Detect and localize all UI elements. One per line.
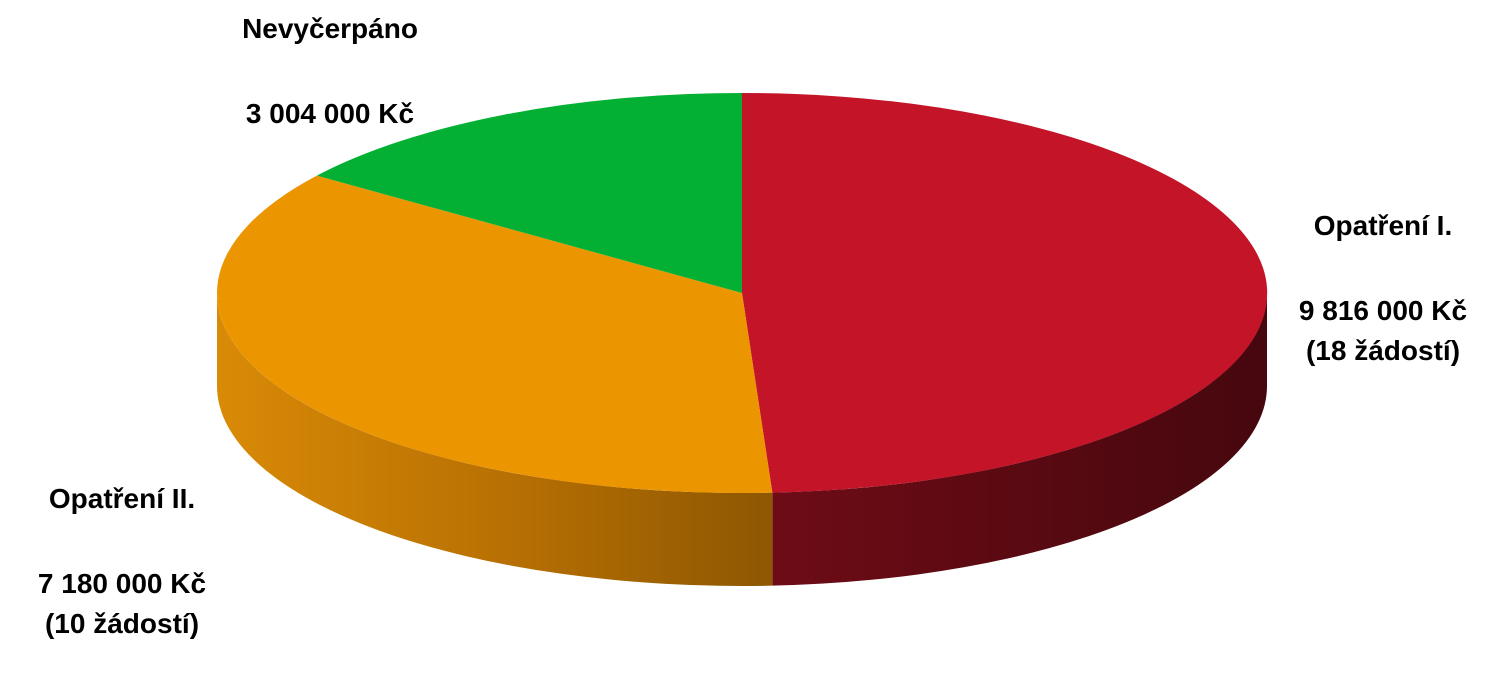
label-category-nevycerpano: Nevyčerpáno: [242, 13, 418, 44]
slice-tops: [217, 92, 1268, 494]
slice-side-opatreni-ii: [216, 293, 773, 587]
label-value-nevycerpano: 3 004 000 Kč: [246, 98, 414, 129]
slice-sides: [216, 293, 1267, 587]
slice-opatreni-ii: [217, 175, 773, 494]
data-labels: Nevyčerpáno 3 004 000 Kč Opatření I. 9 8…: [38, 13, 1467, 639]
slice-side-opatreni-i: [772, 293, 1267, 586]
label-category-opatreni-i: Opatření I.: [1314, 210, 1452, 241]
label-category-opatreni-ii: Opatření II.: [49, 483, 195, 514]
label-value-opatreni-i: 9 816 000 Kč: [1299, 295, 1467, 326]
slice-opatreni-i: [742, 92, 1268, 493]
slice-nevycerpano: [316, 93, 742, 293]
label-note-opatreni-i: (18 žádostí): [1306, 335, 1460, 366]
label-note-opatreni-ii: (10 žádostí): [45, 608, 199, 639]
label-value-opatreni-ii: 7 180 000 Kč: [38, 568, 206, 599]
